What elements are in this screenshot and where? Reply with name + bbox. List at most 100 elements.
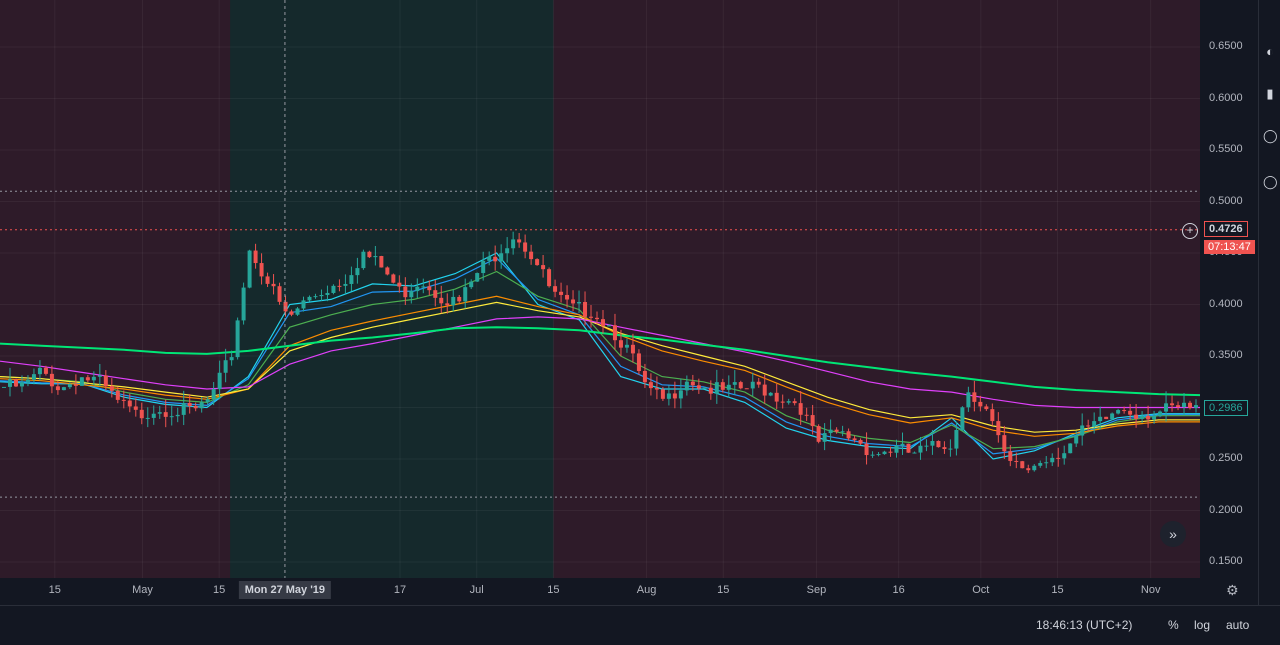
candle-body — [720, 382, 725, 390]
candle-body — [642, 370, 647, 383]
price-tick-label: 0.3500 — [1209, 349, 1243, 361]
toolbar-icon-2[interactable]: ▮ — [1266, 86, 1274, 101]
candle-body — [1068, 443, 1073, 454]
candle-body — [175, 414, 180, 417]
candle-body — [1056, 457, 1061, 459]
candle-body — [397, 282, 402, 287]
time-tick-label: 15 — [1051, 584, 1064, 596]
candle-body — [127, 400, 132, 407]
candle-body — [319, 295, 324, 297]
log-toggle[interactable]: log — [1194, 618, 1211, 632]
auto-toggle[interactable]: auto — [1226, 618, 1250, 632]
candle-body — [73, 384, 78, 386]
candle-body — [1044, 462, 1049, 464]
bottom-bar: 18:46:13 (UTC+2) % log auto — [0, 605, 1280, 645]
candle-body — [547, 269, 552, 287]
candle-body — [403, 286, 408, 298]
candle-body — [331, 285, 336, 293]
candle-body — [373, 256, 378, 258]
candle-body — [43, 367, 48, 374]
time-tick-label: Sep — [806, 584, 827, 596]
candle-body — [1164, 403, 1169, 412]
candle-body — [786, 401, 791, 403]
candle-body — [211, 389, 216, 400]
moving-average-line — [0, 316, 1200, 409]
candle-body — [115, 390, 120, 400]
candle-body — [535, 259, 540, 266]
candle-body — [924, 445, 929, 447]
candle-body — [1116, 410, 1121, 414]
candle-body — [900, 443, 905, 446]
candle-body — [852, 438, 857, 441]
candle-body — [583, 302, 588, 317]
candle-body — [517, 239, 522, 243]
candle-body — [205, 399, 210, 403]
price-tick-label: 0.2000 — [1209, 503, 1243, 516]
candle-body — [696, 385, 701, 389]
time-tick-label: Jul — [469, 584, 484, 596]
candle-body — [666, 393, 671, 399]
candle-body — [1050, 457, 1055, 463]
candle-body — [1008, 451, 1013, 461]
candle-body — [648, 382, 653, 389]
candle-body — [31, 374, 36, 380]
last-price-tag: 0.2986 — [1204, 399, 1248, 416]
candle-body — [864, 443, 869, 456]
candle-body — [768, 392, 773, 396]
candles — [2, 231, 1198, 474]
candle-body — [1104, 416, 1109, 420]
fast-forward-icon[interactable]: » — [1160, 521, 1186, 547]
candle-body — [199, 402, 204, 409]
right-toolbar: ◐ ▮ ◯ ◯ — [1258, 0, 1280, 605]
price-tick-label: 0.6000 — [1209, 91, 1243, 104]
candle-body — [906, 443, 911, 453]
candle-body — [157, 412, 162, 414]
candle-body — [972, 392, 977, 402]
crosshair-date-label: Mon 27 May '19 — [238, 581, 332, 599]
candle-body — [421, 286, 426, 288]
candle-body — [774, 392, 779, 402]
candle-body — [145, 417, 150, 419]
candle-body — [930, 440, 935, 446]
candle-body — [1062, 453, 1067, 459]
candle-body — [1152, 416, 1157, 420]
candle-body — [1194, 405, 1198, 408]
candle-body — [151, 413, 156, 418]
candle-body — [942, 447, 947, 450]
candle-body — [79, 377, 84, 386]
candle-body — [1176, 405, 1181, 408]
time-tick-label: 17 — [393, 584, 407, 596]
candle-body — [439, 297, 444, 304]
candle-body — [702, 387, 707, 389]
candle-body — [1098, 416, 1103, 422]
candle-body — [660, 389, 665, 399]
candle-body — [1170, 403, 1175, 406]
candle-body — [187, 402, 192, 407]
candle-body — [804, 414, 809, 416]
candle-body — [25, 379, 30, 383]
candle-body — [738, 382, 743, 389]
candle-body — [343, 283, 348, 286]
candle-body — [1188, 402, 1193, 408]
candle-body — [870, 454, 875, 456]
candle-body — [91, 376, 96, 381]
toolbar-icon-1[interactable]: ◐ — [1266, 44, 1274, 59]
candle-body — [271, 283, 276, 287]
candle-body — [1086, 425, 1091, 427]
candle-body — [840, 431, 845, 433]
toolbar-icon-4[interactable]: ◯ — [1263, 174, 1278, 189]
candle-body — [1002, 435, 1007, 452]
chart-plot-area[interactable] — [0, 0, 1200, 605]
percent-toggle[interactable]: % — [1168, 618, 1179, 632]
plus-circle-icon[interactable]: + — [1182, 223, 1198, 239]
time-tick-label: 16 — [892, 584, 905, 596]
toolbar-icon-3[interactable]: ◯ — [1263, 128, 1278, 143]
candle-body — [888, 451, 893, 453]
candle-body — [541, 265, 546, 270]
candle-body — [109, 386, 114, 391]
candle-body — [595, 317, 600, 320]
candle-body — [85, 377, 90, 381]
gear-icon[interactable]: ⚙ — [1226, 582, 1239, 598]
shade-before — [0, 0, 231, 578]
candle-body — [469, 281, 474, 288]
